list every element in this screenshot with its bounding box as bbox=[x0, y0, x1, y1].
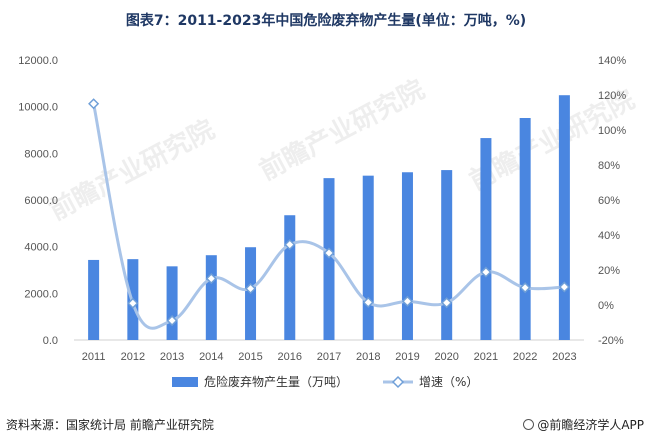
brand-credit: @前瞻经济学人APP bbox=[523, 416, 644, 433]
growth-point bbox=[284, 239, 296, 251]
y-left-tick-label: 4000.0 bbox=[24, 242, 58, 254]
y-left-tick-label: 2000.0 bbox=[24, 288, 58, 300]
bar bbox=[205, 255, 217, 340]
x-tick-label: 2018 bbox=[356, 351, 380, 363]
x-tick-label: 2013 bbox=[160, 351, 184, 363]
y-right-tick-label: 0% bbox=[598, 300, 614, 312]
bar bbox=[558, 95, 570, 341]
growth-point bbox=[362, 296, 374, 308]
chart-title: 图表7：2011-2023年中国危险废弃物产生量(单位：万吨，%) bbox=[125, 13, 527, 29]
legend-bar-label: 危险废弃物产生量（万吨） bbox=[204, 374, 348, 389]
x-tick-label: 2022 bbox=[513, 351, 537, 363]
bar bbox=[401, 172, 413, 340]
x-tick-label: 2011 bbox=[82, 351, 106, 363]
growth-point bbox=[205, 273, 217, 285]
y-left-tick-label: 12000.0 bbox=[18, 55, 58, 67]
x-tick-label: 2014 bbox=[199, 351, 223, 363]
growth-point bbox=[519, 282, 531, 294]
y-right-tick-label: 40% bbox=[598, 230, 620, 242]
y-right-tick-label: 60% bbox=[598, 195, 620, 207]
y-right-tick-label: 80% bbox=[598, 160, 620, 172]
y-right-tick-label: 20% bbox=[598, 265, 620, 277]
growth-point bbox=[88, 98, 100, 110]
legend-line-label: 增速（%） bbox=[419, 375, 478, 389]
y-left-tick-label: 0.0 bbox=[43, 335, 58, 347]
bar bbox=[480, 138, 492, 340]
legend-line-marker bbox=[391, 375, 405, 389]
x-tick-label: 2015 bbox=[238, 351, 262, 363]
brand-text: @前瞻经济学人APP bbox=[537, 418, 644, 432]
y-right-tick-label: 120% bbox=[598, 90, 626, 102]
legend-bar-swatch bbox=[172, 377, 198, 387]
source-note: 资料来源：国家统计局 前瞻产业研究院 bbox=[6, 418, 214, 432]
x-tick-label: 2017 bbox=[317, 351, 341, 363]
bar bbox=[166, 266, 178, 340]
bar bbox=[441, 170, 453, 340]
bar bbox=[284, 215, 296, 340]
x-tick-label: 2012 bbox=[121, 351, 145, 363]
growth-point bbox=[166, 315, 178, 327]
brand-logo-icon bbox=[523, 419, 535, 430]
growth-point bbox=[127, 297, 139, 309]
y-left-tick-label: 8000.0 bbox=[24, 148, 58, 160]
bar bbox=[323, 178, 335, 340]
bar bbox=[88, 259, 100, 340]
growth-point bbox=[441, 297, 453, 309]
growth-point bbox=[558, 281, 570, 293]
x-tick-label: 2016 bbox=[278, 351, 302, 363]
x-tick-label: 2020 bbox=[434, 351, 458, 363]
growth-point bbox=[323, 247, 335, 259]
bar bbox=[519, 118, 531, 340]
y-right-tick-label: 140% bbox=[598, 55, 626, 67]
y-left-tick-label: 6000.0 bbox=[24, 195, 58, 207]
y-left-tick-label: 10000.0 bbox=[18, 102, 58, 114]
x-tick-label: 2023 bbox=[552, 351, 576, 363]
y-right-tick-label: -20% bbox=[598, 335, 624, 347]
growth-point bbox=[244, 282, 257, 295]
growth-point bbox=[480, 266, 492, 278]
bar bbox=[362, 175, 374, 340]
y-right-tick-label: 100% bbox=[598, 125, 626, 137]
x-tick-label: 2021 bbox=[474, 351, 498, 363]
growth-point bbox=[401, 295, 414, 307]
x-tick-label: 2019 bbox=[395, 351, 419, 363]
